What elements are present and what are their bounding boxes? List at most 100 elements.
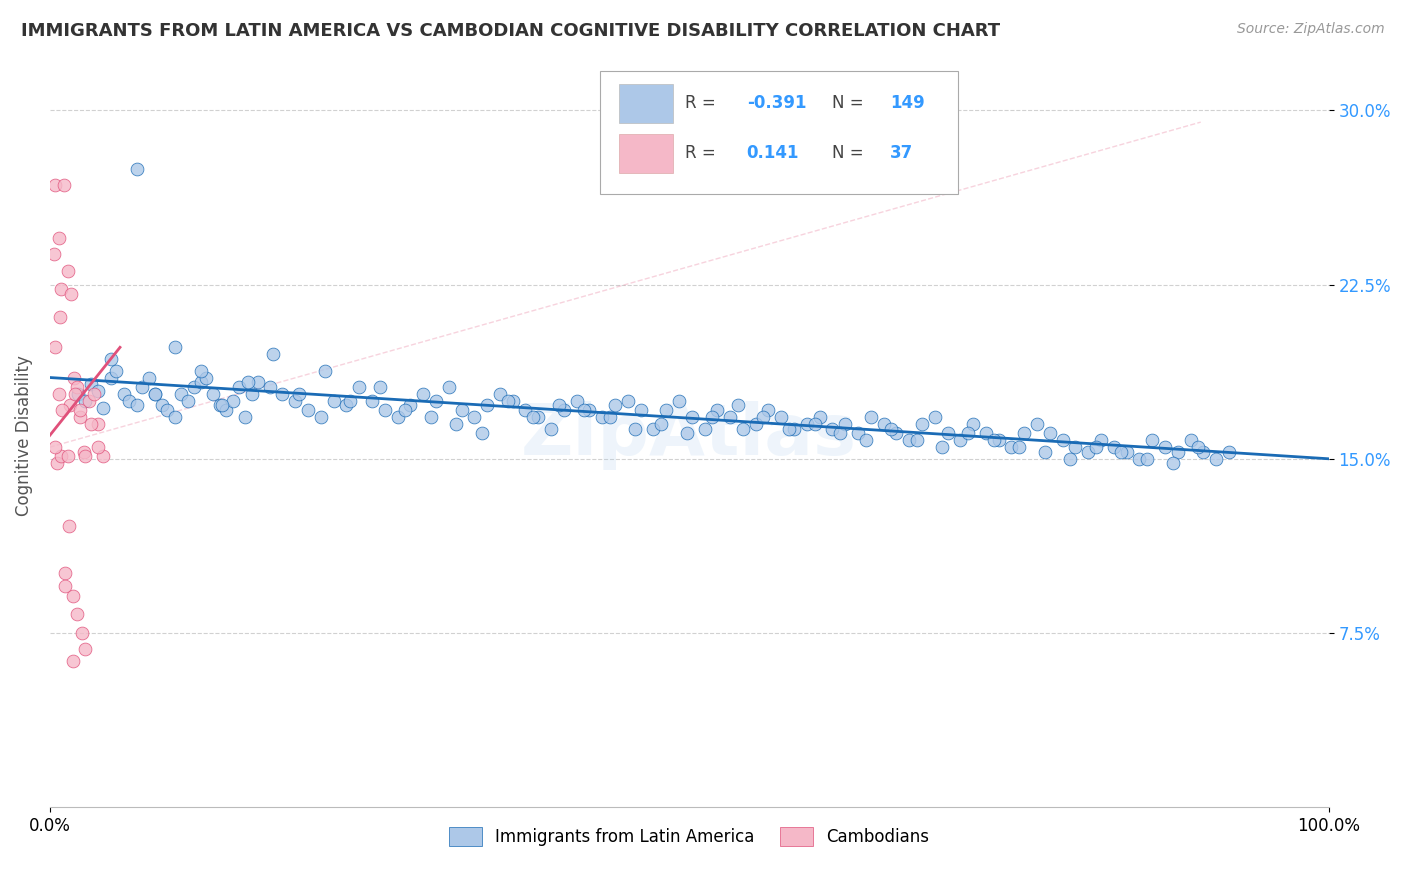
Point <box>828 426 851 441</box>
Point <box>100 351 122 366</box>
Point <box>44 440 66 454</box>
Point <box>100 370 122 384</box>
Point <box>44 178 66 192</box>
Point <box>446 417 468 431</box>
Point <box>49 310 72 325</box>
Point <box>898 434 921 448</box>
Point <box>65 386 87 401</box>
Point <box>437 380 460 394</box>
Point <box>1128 451 1150 466</box>
Point <box>259 380 281 394</box>
Point <box>236 375 259 389</box>
Point <box>53 579 76 593</box>
Point <box>93 450 115 464</box>
Point <box>956 426 979 441</box>
Point <box>630 403 652 417</box>
Point <box>502 393 524 408</box>
Point <box>1026 417 1049 431</box>
Point <box>718 409 741 424</box>
Point <box>744 417 766 431</box>
Point <box>425 393 447 408</box>
Point <box>163 340 186 354</box>
Point <box>51 450 73 464</box>
Point <box>1187 440 1209 454</box>
Point <box>880 421 903 435</box>
Point <box>616 393 638 408</box>
Point <box>643 421 665 435</box>
Point <box>314 363 336 377</box>
Point <box>163 409 186 424</box>
Point <box>987 434 1010 448</box>
Point <box>808 409 831 424</box>
Point <box>62 589 84 603</box>
Point <box>834 417 856 431</box>
Point <box>194 370 217 384</box>
Point <box>46 457 69 471</box>
Point <box>1167 445 1189 459</box>
Point <box>603 398 626 412</box>
Point <box>309 409 332 424</box>
Point <box>962 417 984 431</box>
Point <box>650 417 672 431</box>
Point <box>1161 457 1184 471</box>
Point <box>1102 440 1125 454</box>
Point <box>565 393 588 408</box>
Point <box>471 426 494 441</box>
Point <box>949 434 972 448</box>
Point <box>183 380 205 394</box>
Point <box>112 386 135 401</box>
Point <box>75 393 97 408</box>
Text: ZipAtlas: ZipAtlas <box>522 401 858 470</box>
Point <box>1154 440 1177 454</box>
Point <box>211 398 233 412</box>
Point <box>1136 451 1159 466</box>
Point <box>475 398 498 412</box>
Point <box>1012 426 1035 441</box>
Point <box>271 386 294 401</box>
Text: N =: N = <box>832 95 869 112</box>
Text: Source: ZipAtlas.com: Source: ZipAtlas.com <box>1237 22 1385 37</box>
Point <box>489 386 512 401</box>
Point <box>1218 445 1240 459</box>
Point <box>758 403 780 417</box>
Point <box>221 393 243 408</box>
Point <box>65 607 87 622</box>
Point <box>668 393 690 408</box>
Text: R =: R = <box>685 145 721 162</box>
Point <box>540 421 562 435</box>
Point <box>983 434 1005 448</box>
Text: 0.141: 0.141 <box>747 145 799 162</box>
Point <box>215 403 238 417</box>
Point <box>235 409 257 424</box>
Point <box>190 363 212 377</box>
Point <box>48 231 70 245</box>
Point <box>208 398 231 412</box>
Point <box>1059 451 1081 466</box>
Point <box>131 380 153 394</box>
Point <box>170 386 193 401</box>
Point <box>463 409 485 424</box>
Point <box>59 398 82 412</box>
Point <box>522 409 544 424</box>
Text: IMMIGRANTS FROM LATIN AMERICA VS CAMBODIAN COGNITIVE DISABILITY CORRELATION CHAR: IMMIGRANTS FROM LATIN AMERICA VS CAMBODI… <box>21 22 1000 40</box>
Point <box>42 247 65 261</box>
Point <box>770 409 793 424</box>
Y-axis label: Cognitive Disability: Cognitive Disability <box>15 355 32 516</box>
Point <box>1052 434 1074 448</box>
Point <box>905 434 928 448</box>
Point <box>419 409 441 424</box>
Point <box>75 642 97 657</box>
Point <box>63 370 86 384</box>
Point <box>1090 434 1112 448</box>
Point <box>125 161 148 176</box>
Point <box>58 519 80 533</box>
Point <box>387 409 409 424</box>
Point <box>931 440 953 454</box>
Point <box>143 386 166 401</box>
Point <box>87 384 110 399</box>
Point <box>399 398 422 412</box>
Point <box>361 393 384 408</box>
FancyBboxPatch shape <box>619 134 672 172</box>
Point <box>56 450 79 464</box>
Point <box>83 386 105 401</box>
